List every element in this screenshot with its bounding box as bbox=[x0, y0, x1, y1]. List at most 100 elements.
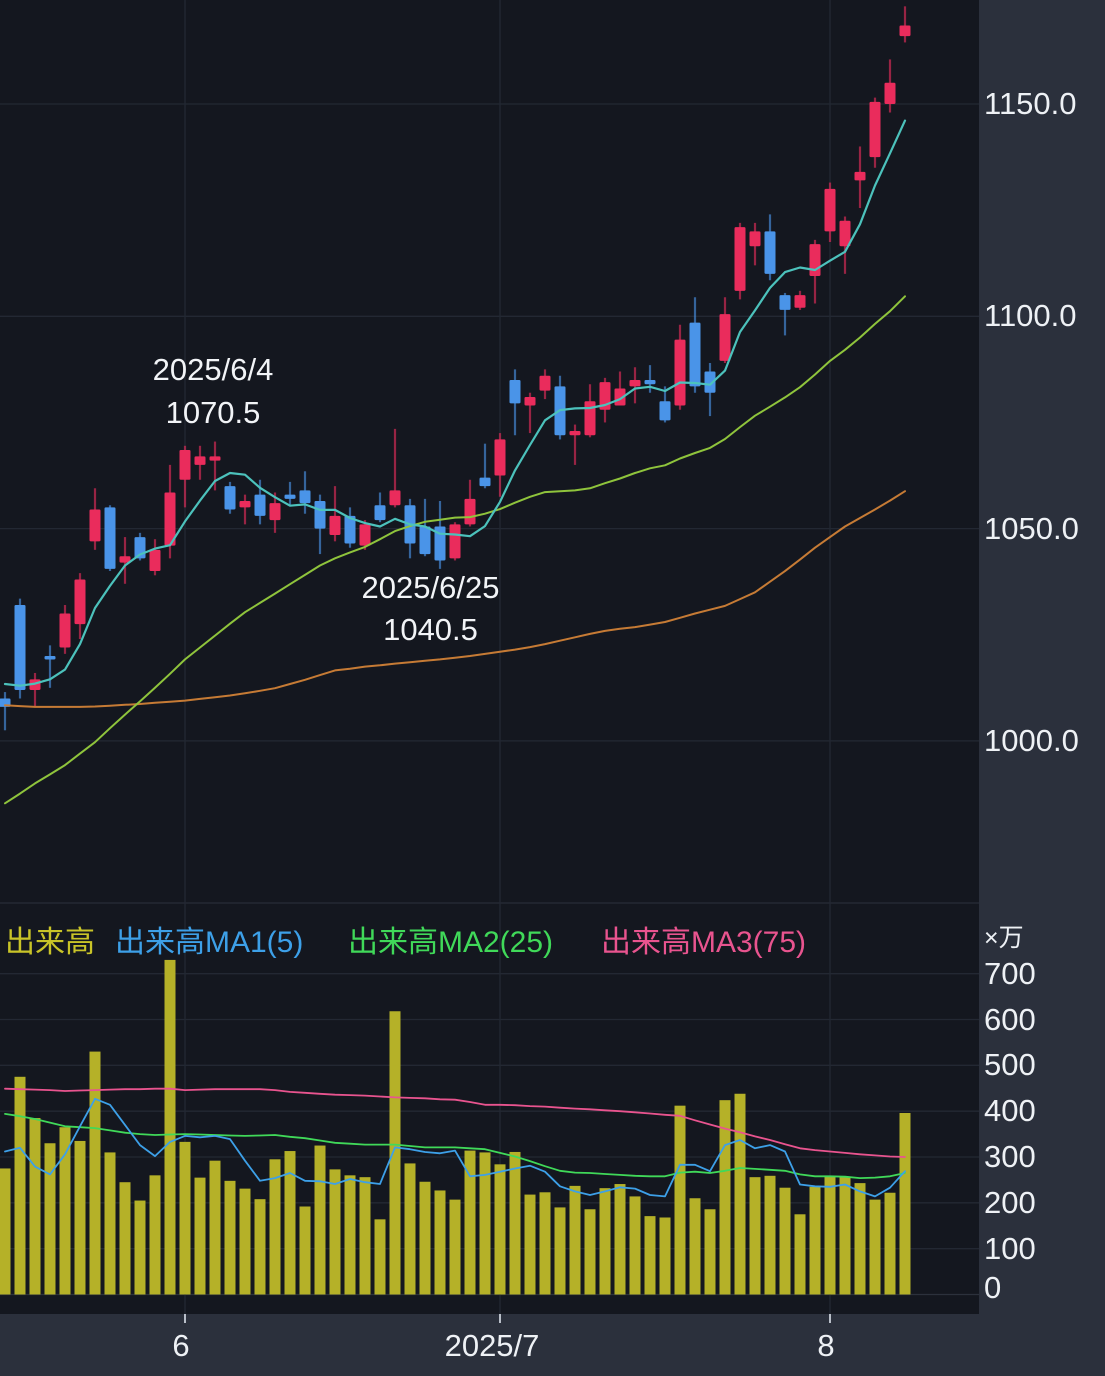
volume-bar[interactable] bbox=[89, 1051, 101, 1295]
volume-bar[interactable] bbox=[209, 1160, 221, 1295]
candle-body[interactable] bbox=[539, 375, 551, 391]
candle-body[interactable] bbox=[14, 605, 26, 690]
candle-body[interactable] bbox=[344, 515, 356, 544]
volume-bar[interactable] bbox=[359, 1177, 371, 1295]
volume-bar[interactable] bbox=[179, 1141, 191, 1295]
volume-bar[interactable] bbox=[629, 1196, 641, 1295]
candle-body[interactable] bbox=[314, 501, 326, 529]
candle-body[interactable] bbox=[374, 505, 386, 521]
candle-body[interactable] bbox=[869, 101, 881, 158]
candle-body[interactable] bbox=[674, 339, 686, 406]
candle-body[interactable] bbox=[389, 490, 401, 506]
candle-body[interactable] bbox=[149, 549, 161, 572]
candle-body[interactable] bbox=[209, 456, 221, 461]
candle-body[interactable] bbox=[794, 295, 806, 308]
volume-bar[interactable] bbox=[779, 1187, 791, 1295]
volume-bar[interactable] bbox=[224, 1180, 236, 1295]
candle-body[interactable] bbox=[419, 526, 431, 555]
volume-bar[interactable] bbox=[614, 1184, 626, 1295]
candle-body[interactable] bbox=[224, 486, 236, 510]
volume-bar[interactable] bbox=[524, 1194, 536, 1295]
volume-bar[interactable] bbox=[884, 1192, 896, 1295]
candle-body[interactable] bbox=[269, 503, 281, 521]
volume-bar[interactable] bbox=[749, 1177, 761, 1295]
volume-bar[interactable] bbox=[299, 1206, 311, 1295]
volume-bar[interactable] bbox=[29, 1118, 41, 1295]
volume-bar[interactable] bbox=[239, 1188, 251, 1295]
candle-body[interactable] bbox=[179, 450, 191, 480]
volume-bar[interactable] bbox=[0, 1168, 11, 1295]
candle-body[interactable] bbox=[59, 613, 71, 648]
volume-bar[interactable] bbox=[119, 1182, 131, 1295]
volume-bar[interactable] bbox=[389, 1011, 401, 1295]
volume-bar[interactable] bbox=[464, 1150, 476, 1295]
candle-body[interactable] bbox=[884, 82, 896, 104]
volume-bar[interactable] bbox=[74, 1140, 86, 1295]
candle-body[interactable] bbox=[74, 579, 86, 625]
candle-body[interactable] bbox=[584, 401, 596, 436]
volume-bar[interactable] bbox=[689, 1198, 701, 1295]
volume-bar[interactable] bbox=[674, 1105, 686, 1295]
volume-bar[interactable] bbox=[899, 1113, 911, 1295]
candle-body[interactable] bbox=[299, 490, 311, 504]
candle-body[interactable] bbox=[329, 515, 341, 535]
candle-body[interactable] bbox=[749, 231, 761, 247]
volume-bar[interactable] bbox=[824, 1175, 836, 1295]
volume-bar[interactable] bbox=[134, 1200, 146, 1295]
volume-bar[interactable] bbox=[719, 1100, 731, 1295]
volume-bar[interactable] bbox=[59, 1127, 71, 1295]
volume-bar[interactable] bbox=[854, 1183, 866, 1295]
volume-bar[interactable] bbox=[374, 1219, 386, 1295]
candle-body[interactable] bbox=[434, 526, 446, 561]
candle-body[interactable] bbox=[659, 401, 671, 421]
volume-bar[interactable] bbox=[254, 1199, 266, 1295]
volume-bar[interactable] bbox=[554, 1207, 566, 1295]
volume-bar[interactable] bbox=[569, 1185, 581, 1295]
candle-body[interactable] bbox=[239, 501, 251, 508]
candle-body[interactable] bbox=[809, 244, 821, 276]
volume-bar[interactable] bbox=[164, 959, 176, 1295]
candle-body[interactable] bbox=[464, 498, 476, 525]
candle-body[interactable] bbox=[764, 231, 776, 274]
volume-bar[interactable] bbox=[599, 1188, 611, 1295]
volume-bar[interactable] bbox=[734, 1093, 746, 1295]
candle-body[interactable] bbox=[449, 524, 461, 559]
volume-bar[interactable] bbox=[479, 1152, 491, 1295]
volume-bar[interactable] bbox=[764, 1175, 776, 1295]
candle-body[interactable] bbox=[509, 379, 521, 404]
candle-body[interactable] bbox=[569, 430, 581, 436]
volume-bar[interactable] bbox=[314, 1145, 326, 1295]
volume-bar[interactable] bbox=[404, 1163, 416, 1295]
candle-body[interactable] bbox=[719, 314, 731, 361]
volume-bar[interactable] bbox=[419, 1181, 431, 1295]
candle-body[interactable] bbox=[899, 25, 911, 37]
candle-body[interactable] bbox=[854, 171, 866, 181]
volume-bar[interactable] bbox=[644, 1216, 656, 1295]
volume-bar[interactable] bbox=[869, 1199, 881, 1295]
volume-bar[interactable] bbox=[809, 1186, 821, 1295]
volume-bar[interactable] bbox=[14, 1076, 26, 1295]
volume-bar[interactable] bbox=[794, 1214, 806, 1295]
volume-bar[interactable] bbox=[584, 1209, 596, 1295]
candle-body[interactable] bbox=[89, 509, 101, 542]
volume-bar[interactable] bbox=[149, 1175, 161, 1295]
candle-body[interactable] bbox=[44, 655, 56, 660]
candle-body[interactable] bbox=[734, 227, 746, 291]
candle-body[interactable] bbox=[839, 220, 851, 247]
volume-bar[interactable] bbox=[434, 1190, 446, 1295]
candle-body[interactable] bbox=[779, 295, 791, 310]
volume-bar[interactable] bbox=[839, 1177, 851, 1295]
candle-body[interactable] bbox=[704, 371, 716, 393]
candle-body[interactable] bbox=[194, 456, 206, 465]
volume-bar[interactable] bbox=[659, 1217, 671, 1295]
volume-bar[interactable] bbox=[284, 1151, 296, 1295]
candle-body[interactable] bbox=[119, 556, 131, 563]
candle-body[interactable] bbox=[629, 379, 641, 387]
volume-bar[interactable] bbox=[539, 1192, 551, 1295]
candle-body[interactable] bbox=[824, 188, 836, 232]
candle-body[interactable] bbox=[164, 492, 176, 546]
candle-body[interactable] bbox=[254, 494, 266, 516]
candle-body[interactable] bbox=[524, 396, 536, 406]
candle-body[interactable] bbox=[104, 507, 116, 569]
